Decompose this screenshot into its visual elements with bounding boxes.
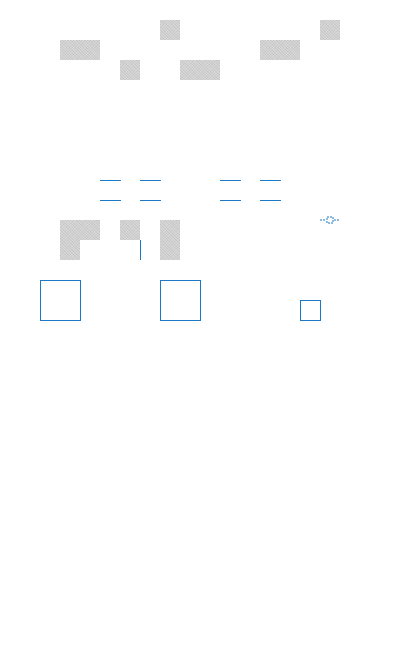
placeholder-block-7 xyxy=(60,220,100,240)
placeholder-block-9 xyxy=(120,220,140,240)
vertical-marker xyxy=(140,240,141,260)
placeholder-block-10 xyxy=(160,220,180,260)
placeholder-block-6 xyxy=(180,60,220,80)
rule-line-6 xyxy=(140,200,161,201)
outline-box-1 xyxy=(40,280,81,321)
outline-box-2 xyxy=(160,280,201,321)
dashed-connector-icon xyxy=(319,215,341,225)
placeholder-block-2 xyxy=(320,20,340,40)
rule-line-8 xyxy=(260,200,281,201)
outline-box-3 xyxy=(300,300,321,321)
rule-line-1 xyxy=(100,180,121,181)
placeholder-block-8 xyxy=(60,240,80,260)
rule-line-2 xyxy=(140,180,161,181)
rule-line-5 xyxy=(100,200,121,201)
rule-line-4 xyxy=(260,180,281,181)
placeholder-block-5 xyxy=(120,60,140,80)
rule-line-3 xyxy=(220,180,241,181)
rule-line-7 xyxy=(220,200,241,201)
placeholder-block-3 xyxy=(60,40,100,60)
placeholder-block-1 xyxy=(160,20,180,40)
placeholder-block-4 xyxy=(260,40,300,60)
